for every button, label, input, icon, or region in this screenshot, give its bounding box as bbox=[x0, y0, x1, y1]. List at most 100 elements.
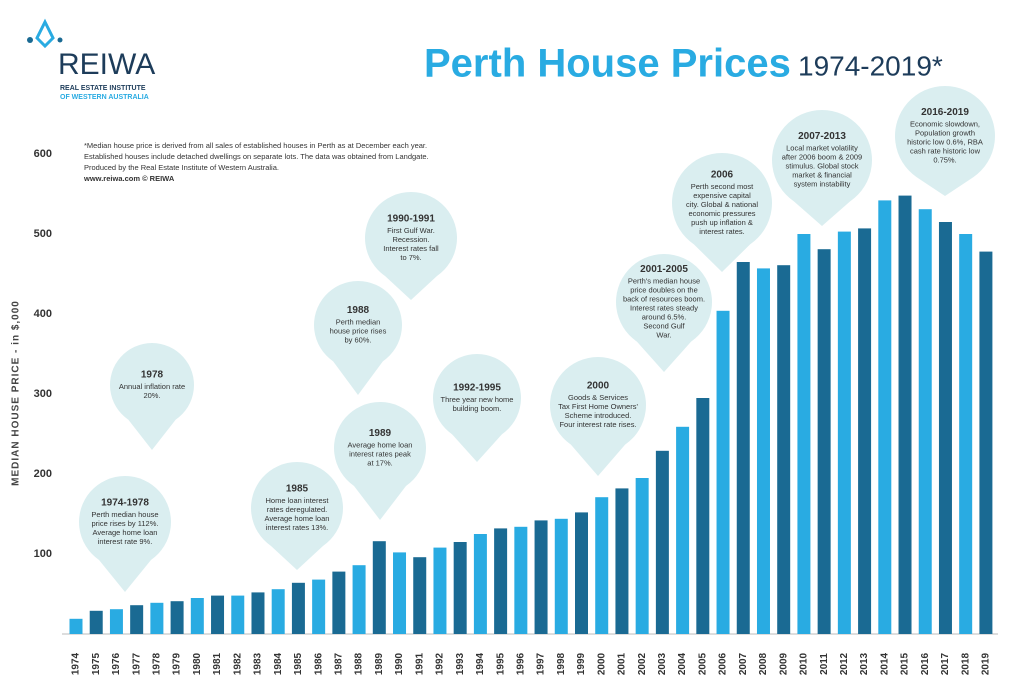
x-tick-label: 1978 bbox=[152, 652, 163, 675]
bar bbox=[837, 231, 851, 634]
footnote-line: Produced by the Real Estate Institute of… bbox=[84, 163, 279, 172]
annotation-text: First Gulf War. bbox=[387, 226, 435, 235]
annotation-text: to 7%. bbox=[400, 253, 421, 262]
x-tick-label: 1977 bbox=[131, 652, 142, 675]
logo-dot bbox=[27, 37, 33, 43]
bar bbox=[433, 547, 447, 634]
bar bbox=[777, 265, 791, 634]
annotation-text: market & financial bbox=[792, 170, 852, 179]
bar bbox=[817, 249, 831, 634]
bar bbox=[716, 310, 730, 634]
annotation-text: Perth second most bbox=[691, 182, 754, 191]
bar bbox=[89, 610, 103, 634]
annotation-text: economic pressures bbox=[688, 209, 755, 218]
bar bbox=[251, 592, 265, 634]
annotation-text: Goods & Services bbox=[568, 393, 628, 402]
logo-line: REAL ESTATE INSTITUTE bbox=[60, 85, 146, 92]
x-tick-label: 2008 bbox=[758, 652, 769, 675]
x-tick-label: 2000 bbox=[596, 652, 607, 675]
annotation-balloon bbox=[314, 281, 403, 395]
annotation-title: 1989 bbox=[369, 428, 392, 439]
annotation-balloon bbox=[894, 85, 995, 196]
bar bbox=[69, 618, 83, 634]
annotation-text: Second Gulf bbox=[643, 321, 685, 330]
annotation-text: Tax First Home Owners' bbox=[558, 402, 638, 411]
logo-name: REIWA bbox=[58, 48, 155, 81]
annotation-text: Average home loan bbox=[348, 440, 413, 449]
annotation-text: building boom. bbox=[453, 404, 502, 413]
bar bbox=[352, 565, 366, 634]
bar bbox=[534, 520, 548, 634]
x-tick-label: 1984 bbox=[273, 652, 284, 675]
bar bbox=[332, 571, 346, 634]
annotation-text: Local market volatility bbox=[786, 143, 858, 152]
bar bbox=[635, 478, 649, 634]
bar bbox=[312, 579, 326, 634]
annotation-text: Four interest rate rises. bbox=[559, 420, 636, 429]
annotation-balloon bbox=[365, 191, 457, 300]
bar bbox=[878, 200, 892, 634]
annotation-text: interest rates 13%. bbox=[266, 523, 329, 532]
chart-subtitle: 1974-2019* bbox=[798, 50, 943, 81]
bar bbox=[130, 605, 144, 634]
annotation-title: 2016-2019 bbox=[921, 107, 969, 118]
x-tick-label: 1999 bbox=[576, 652, 587, 675]
y-tick-label: 400 bbox=[34, 308, 52, 320]
annotation-text: push up inflation & bbox=[691, 218, 753, 227]
bar bbox=[918, 209, 932, 634]
x-tick-label: 1997 bbox=[536, 652, 547, 675]
annotation-text: interest rates peak bbox=[349, 449, 411, 458]
x-tick-label: 1976 bbox=[111, 652, 122, 675]
x-tick-label: 2017 bbox=[940, 652, 951, 675]
x-tick-label: 1990 bbox=[394, 652, 405, 675]
annotation-text: Annual inflation rate bbox=[119, 382, 185, 391]
annotation-title: 1990-1991 bbox=[387, 214, 435, 225]
annotation-text: Interest rates fall bbox=[383, 244, 439, 253]
annotation-text: 0.75%. bbox=[933, 155, 956, 164]
x-tick-label: 1988 bbox=[354, 652, 365, 675]
annotation-text: Average home loan bbox=[265, 514, 330, 523]
annotation-balloon bbox=[550, 357, 646, 476]
annotation-balloon bbox=[110, 343, 194, 450]
x-tick-label: 2005 bbox=[697, 652, 708, 675]
bar bbox=[595, 497, 609, 634]
annotation-text: price rises by 112%. bbox=[92, 519, 159, 528]
bar bbox=[898, 195, 912, 634]
annotation-text: Interest rates steady bbox=[630, 303, 698, 312]
annotation-balloon bbox=[79, 476, 171, 592]
logo-diamond bbox=[35, 18, 55, 49]
x-tick-label: 1996 bbox=[515, 652, 526, 675]
x-tick-label: 1993 bbox=[455, 652, 466, 675]
bar bbox=[756, 268, 770, 634]
x-tick-label: 1985 bbox=[293, 652, 304, 675]
x-tick-label: 1991 bbox=[414, 652, 425, 675]
x-tick-label: 2013 bbox=[859, 652, 870, 675]
bar bbox=[797, 234, 811, 634]
annotation-title: 1988 bbox=[347, 305, 370, 316]
x-tick-label: 1987 bbox=[334, 652, 345, 675]
annotation-text: by 60%. bbox=[344, 335, 371, 344]
annotation-title: 1992-1995 bbox=[453, 383, 501, 394]
y-tick-label: 500 bbox=[34, 228, 52, 240]
bar bbox=[676, 426, 690, 634]
x-tick-label: 2009 bbox=[778, 652, 789, 675]
bar bbox=[453, 542, 467, 634]
footnote-line: *Median house price is derived from all … bbox=[84, 141, 427, 150]
bar bbox=[615, 488, 629, 634]
bar bbox=[959, 234, 973, 634]
annotation-text: price doubles on the bbox=[630, 285, 698, 294]
annotation-text: 20%. bbox=[143, 391, 160, 400]
bar bbox=[271, 589, 285, 634]
x-tick-label: 2004 bbox=[677, 652, 688, 675]
bar bbox=[190, 598, 204, 634]
annotation-text: Perth's median house bbox=[628, 276, 700, 285]
x-tick-label: 1982 bbox=[232, 652, 243, 675]
annotation-title: 2001-2005 bbox=[640, 264, 688, 275]
x-tick-label: 1979 bbox=[172, 652, 183, 675]
bar bbox=[938, 222, 952, 634]
annotation-text: cash rate historic low bbox=[910, 146, 981, 155]
